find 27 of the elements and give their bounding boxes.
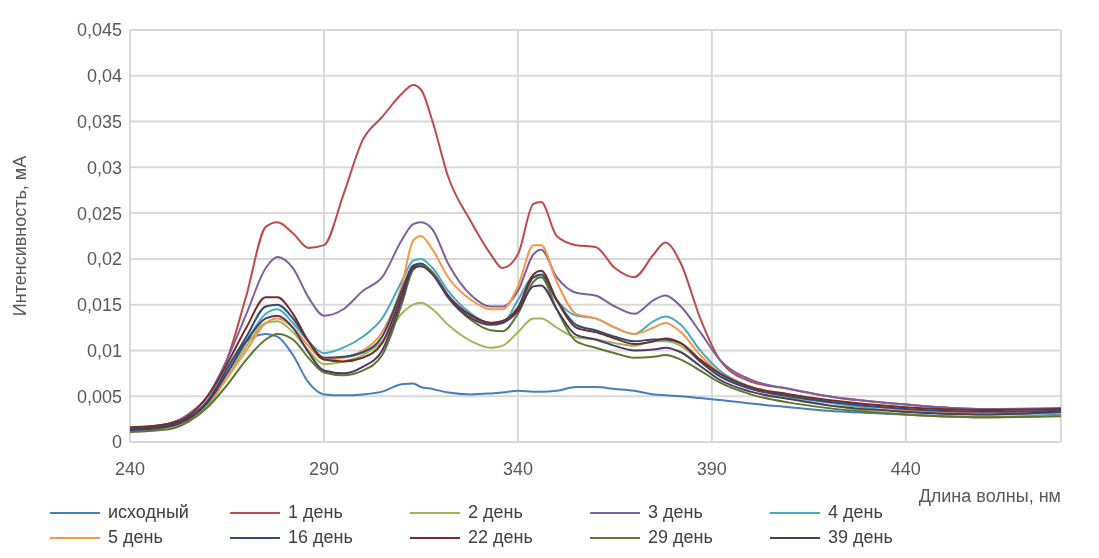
y-tick-label: 0,045 — [76, 20, 122, 41]
y-tick-label: 0,015 — [76, 295, 122, 316]
x-tick-label: 290 — [308, 458, 339, 479]
legend-label: 29 день — [648, 527, 713, 548]
legend-label: 2 день — [468, 502, 523, 523]
y-tick-label: 0 — [111, 432, 122, 453]
y-tick-label: 0,03 — [86, 157, 122, 178]
legend-label: 39 день — [828, 527, 893, 548]
x-axis-title: Длина волны, нм — [918, 486, 1061, 506]
x-tick-label: 340 — [502, 458, 533, 479]
legend-label: 1 день — [288, 502, 343, 523]
y-tick-label: 0,02 — [86, 249, 122, 270]
y-tick-label: 0,01 — [86, 340, 122, 361]
y-tick-label: 0,025 — [76, 203, 122, 224]
x-tick-label: 240 — [114, 458, 146, 479]
y-tick-label: 0,04 — [86, 66, 122, 87]
x-tick-label: 440 — [890, 458, 921, 479]
y-axis-title: Интенсивность, мА — [10, 155, 31, 317]
legend-label: 16 день — [288, 527, 353, 548]
legend-label: 3 день — [648, 502, 703, 523]
legend-label: 4 день — [828, 502, 883, 523]
legend-label: 22 день — [468, 527, 533, 548]
y-tick-label: 0,035 — [76, 111, 122, 132]
legend-label: 5 день — [108, 527, 163, 548]
y-tick-label: 0,005 — [76, 386, 122, 407]
legend-label: исходный — [108, 502, 189, 523]
x-tick-label: 390 — [696, 458, 727, 479]
